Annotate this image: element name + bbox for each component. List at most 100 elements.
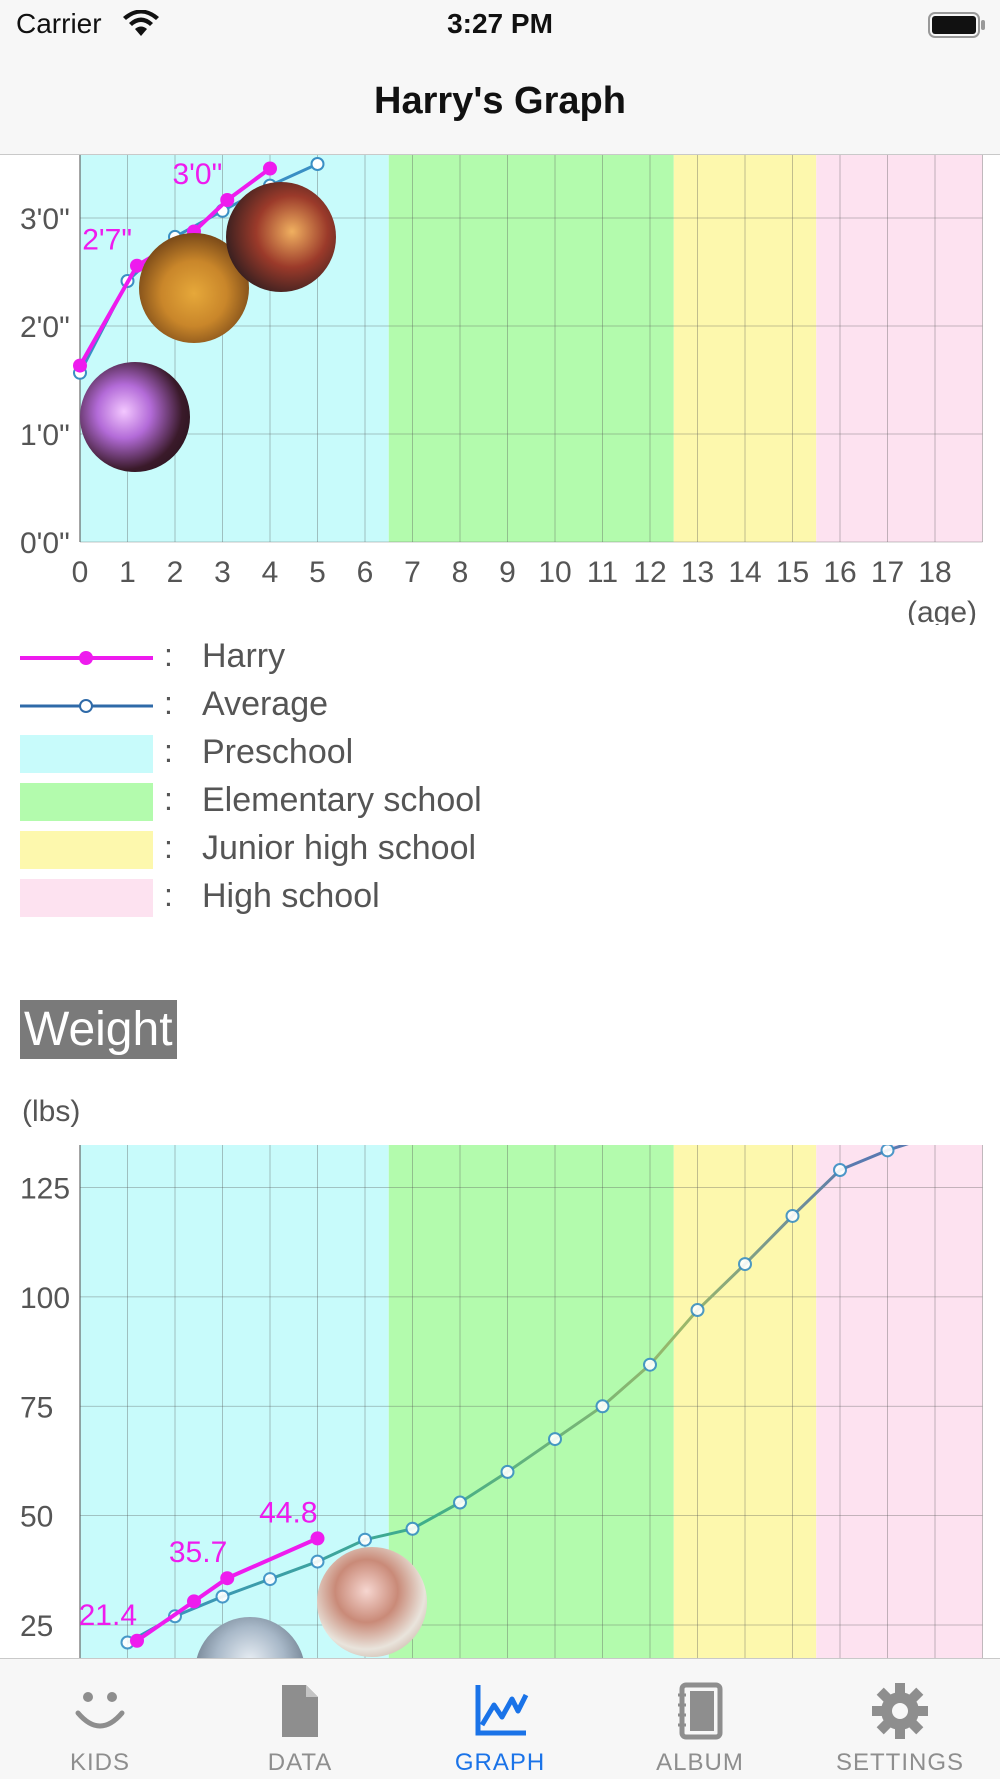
weight-chart: 25 50 75 100 125 21.4 35.7 44.8: [20, 1145, 983, 1658]
y-tick-label: 75: [20, 1391, 53, 1424]
x-tick-label: 2: [167, 556, 184, 589]
chart-legend: : Harry : Average : Preschool : Elementa…: [20, 635, 980, 917]
legend-label: Junior high school: [202, 829, 477, 867]
band-elementary-school: [388, 1145, 674, 1658]
band-elementary-school: [388, 155, 674, 542]
legend-label: Elementary school: [202, 781, 482, 819]
y-tick-label: 0'0": [20, 527, 70, 560]
legend-colon: :: [164, 829, 173, 865]
x-tick-label: 7: [404, 556, 421, 589]
average-point: [785, 1208, 800, 1223]
band-junior-high-school: [673, 155, 817, 542]
harry-point: [220, 193, 235, 207]
legend-colon: :: [164, 685, 173, 721]
legend-item-elementary: : Elementary school: [20, 779, 980, 823]
average-point: [405, 1521, 420, 1536]
average-point: [833, 1163, 847, 1177]
legend-colon: :: [164, 733, 173, 769]
x-tick-label: 6: [357, 556, 374, 589]
graph-scroll-content[interactable]: 0'0" 1'0" 2'0" 3'0" 0 1 2 3 4 5 6 7 8 9 10 11 12 13 14 15 16…: [0, 155, 1000, 1658]
harry-point: [310, 1531, 325, 1546]
tab-label: DATA: [267, 1749, 333, 1776]
harry-data-label: 2'7": [82, 224, 132, 257]
x-tick-label: 15: [776, 556, 809, 589]
x-tick-label: 11: [587, 556, 618, 589]
legend-item-preschool: : Preschool: [20, 731, 980, 775]
tab-kids[interactable]: KIDS: [0, 1659, 200, 1779]
notebook-icon: [678, 1682, 723, 1740]
page-title: Harry's Graph: [374, 80, 626, 122]
harry-point: [263, 161, 277, 176]
harry-point: [73, 358, 87, 373]
average-point: [880, 1145, 895, 1158]
average-point: [358, 1532, 372, 1547]
average-point: [263, 1572, 277, 1587]
harry-data-label: 21.4: [79, 1599, 137, 1632]
legend-label: Average: [202, 685, 329, 723]
harry-data-label: 35.7: [169, 1536, 227, 1569]
tab-graph[interactable]: GRAPH: [400, 1659, 600, 1779]
x-tick-label: 18: [918, 556, 951, 589]
x-tick-label: 16: [823, 556, 856, 589]
navigation-bar: Harry's Graph: [0, 50, 1000, 155]
document-icon: [282, 1685, 318, 1737]
average-point: [643, 1357, 657, 1372]
harry-point: [130, 258, 144, 273]
harry-series-line: [135, 1536, 319, 1643]
tab-data[interactable]: DATA: [200, 1659, 400, 1779]
band-high-school: [816, 1145, 983, 1658]
average-point: [310, 157, 325, 171]
legend-colon: :: [164, 781, 173, 817]
junior-high-swatch: [20, 831, 153, 869]
photo-thumbnail-doll[interactable]: [317, 1547, 427, 1657]
legend-item-high-school: : High school: [20, 875, 980, 919]
y-tick-label: 3'0": [20, 203, 70, 236]
status-time: 3:27 PM: [447, 8, 553, 39]
weight-section-title: Weight: [20, 1000, 177, 1059]
legend-colon: :: [164, 877, 173, 913]
legend-item-junior-high: : Junior high school: [20, 827, 980, 871]
x-tick-label: 0: [72, 556, 89, 589]
y-tick-label: 2'0": [20, 311, 70, 344]
average-point: [548, 1432, 562, 1447]
tab-settings[interactable]: SETTINGS: [800, 1659, 1000, 1779]
y-tick-label: 50: [20, 1501, 53, 1534]
tab-label: ALBUM: [656, 1749, 744, 1776]
line-graph-icon: [475, 1685, 529, 1736]
legend-item-harry: : Harry: [20, 635, 980, 679]
harry-data-label: 3'0": [173, 158, 223, 191]
legend-label: Harry: [202, 637, 286, 675]
x-axis-unit: (age): [907, 596, 977, 625]
x-tick-label: 1: [119, 556, 136, 589]
x-tick-label: 10: [538, 556, 571, 589]
average-point: [453, 1495, 467, 1510]
tab-label: SETTINGS: [835, 1749, 964, 1776]
photo-thumbnail-figurine[interactable]: [226, 182, 336, 292]
battery-icon: [928, 12, 985, 38]
x-tick-label: 4: [262, 556, 279, 589]
tab-bar: KIDS DATA GRAPH ALBUM: [0, 1658, 1000, 1779]
y-tick-label: 25: [20, 1610, 53, 1643]
harry-point: [220, 1571, 235, 1586]
average-line-swatch: [20, 699, 153, 713]
y-tick-label: 100: [20, 1282, 70, 1315]
average-point: [500, 1464, 515, 1479]
high-school-swatch: [20, 879, 153, 917]
legend-label: High school: [202, 877, 380, 915]
x-tick-label: 13: [681, 556, 714, 589]
preschool-swatch: [20, 735, 153, 773]
average-point: [215, 1589, 230, 1604]
tab-label: KIDS: [69, 1749, 130, 1776]
harry-point: [187, 1594, 201, 1609]
x-tick-label: 12: [633, 556, 666, 589]
tab-album[interactable]: ALBUM: [600, 1659, 800, 1779]
harry-data-label: 44.8: [259, 1496, 317, 1529]
x-tick-label: 8: [452, 556, 469, 589]
average-point: [310, 1554, 325, 1569]
x-tick-label: 3: [214, 556, 231, 589]
harry-line-swatch: [20, 651, 153, 665]
photo-thumbnail-snowmen[interactable]: [80, 362, 190, 472]
y-tick-label: 125: [20, 1173, 70, 1206]
legend-label: Preschool: [202, 733, 354, 771]
x-tick-label: 5: [309, 556, 326, 589]
